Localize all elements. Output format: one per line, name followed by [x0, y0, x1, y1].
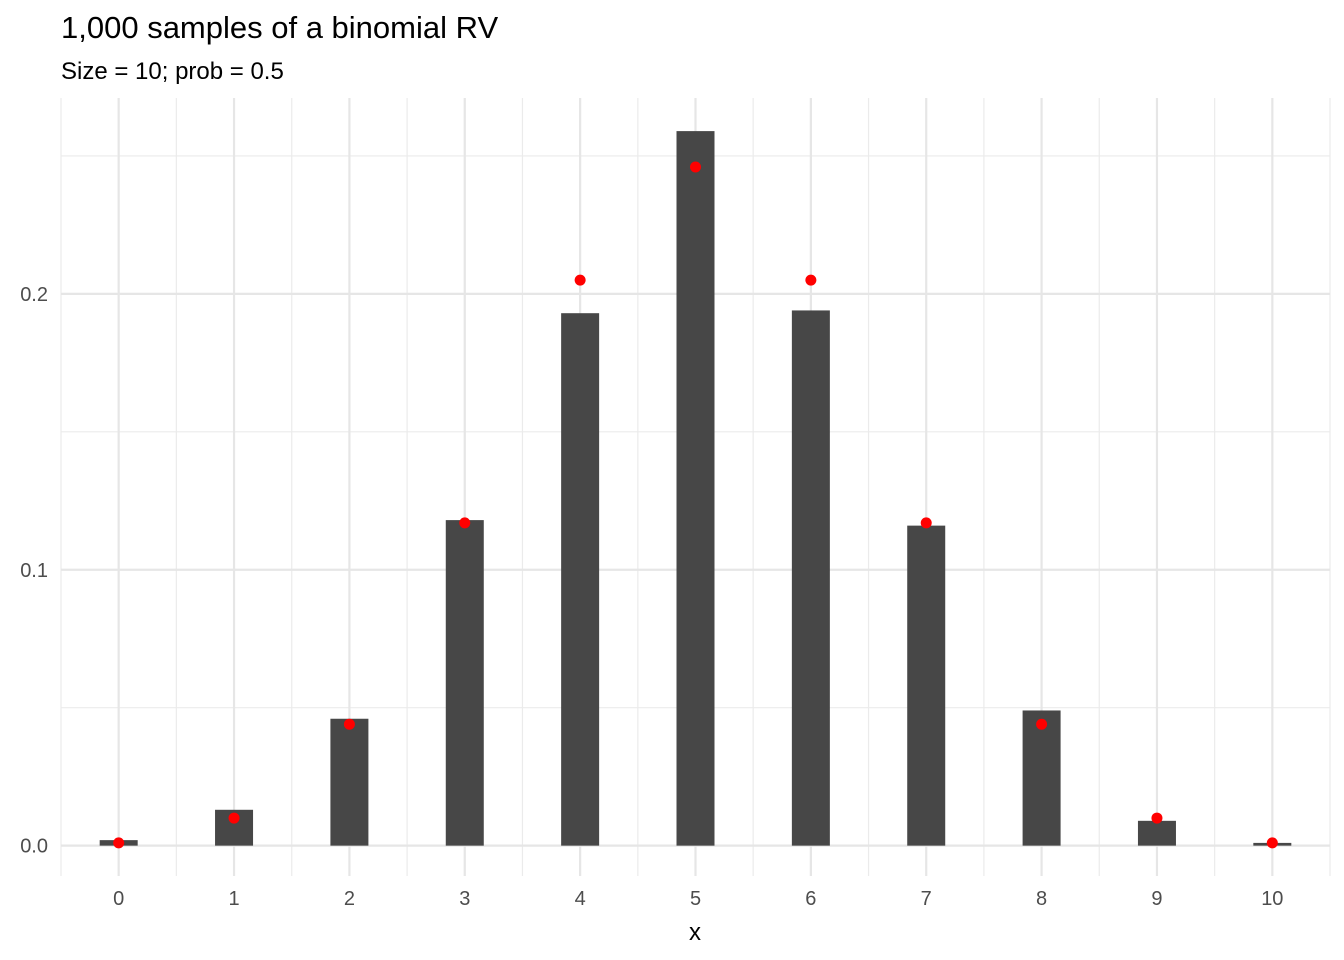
y-tick-label: 0.2 [20, 284, 48, 306]
point-6 [805, 274, 817, 286]
point-layer [113, 161, 1278, 849]
x-tick-label: 9 [1151, 888, 1162, 910]
x-tick-label: 8 [1036, 888, 1047, 910]
point-10 [1266, 837, 1278, 849]
y-tick-label: 0.1 [20, 560, 48, 582]
chart-title: 1,000 samples of a binomial RV [61, 10, 499, 45]
bar-8 [1022, 710, 1061, 846]
bar-3 [445, 520, 484, 846]
point-3 [459, 517, 471, 529]
y-tick-label: 0.0 [20, 836, 48, 858]
bar-layer [99, 131, 1292, 846]
point-9 [1151, 812, 1163, 824]
point-8 [1036, 718, 1048, 730]
x-axis-title: x [689, 919, 701, 946]
x-tick-label: 7 [921, 888, 932, 910]
x-tick-label: 4 [575, 888, 586, 910]
x-tick-label: 5 [690, 888, 701, 910]
point-4 [574, 274, 586, 286]
x-tick-label: 3 [459, 888, 470, 910]
bar-5 [676, 131, 715, 846]
bar-7 [907, 525, 946, 846]
axis-layer: 0.0 0.1 0.2 0 1 2 3 4 5 6 7 8 9 10 [20, 284, 1283, 910]
x-tick-label: 10 [1261, 888, 1283, 910]
bar-4 [561, 313, 600, 846]
x-tick-label: 6 [805, 888, 816, 910]
x-tick-label: 2 [344, 888, 355, 910]
bar-2 [330, 718, 369, 846]
point-5 [690, 161, 701, 173]
x-tick-label: 0 [113, 888, 124, 910]
chart-subtitle: Size = 10; prob = 0.5 [61, 58, 284, 85]
point-0 [113, 837, 125, 849]
point-2 [343, 718, 355, 730]
bar-9 [1137, 820, 1176, 846]
x-tick-label: 1 [228, 888, 239, 910]
bar-6 [791, 310, 830, 846]
point-7 [920, 517, 932, 529]
point-1 [228, 812, 240, 824]
